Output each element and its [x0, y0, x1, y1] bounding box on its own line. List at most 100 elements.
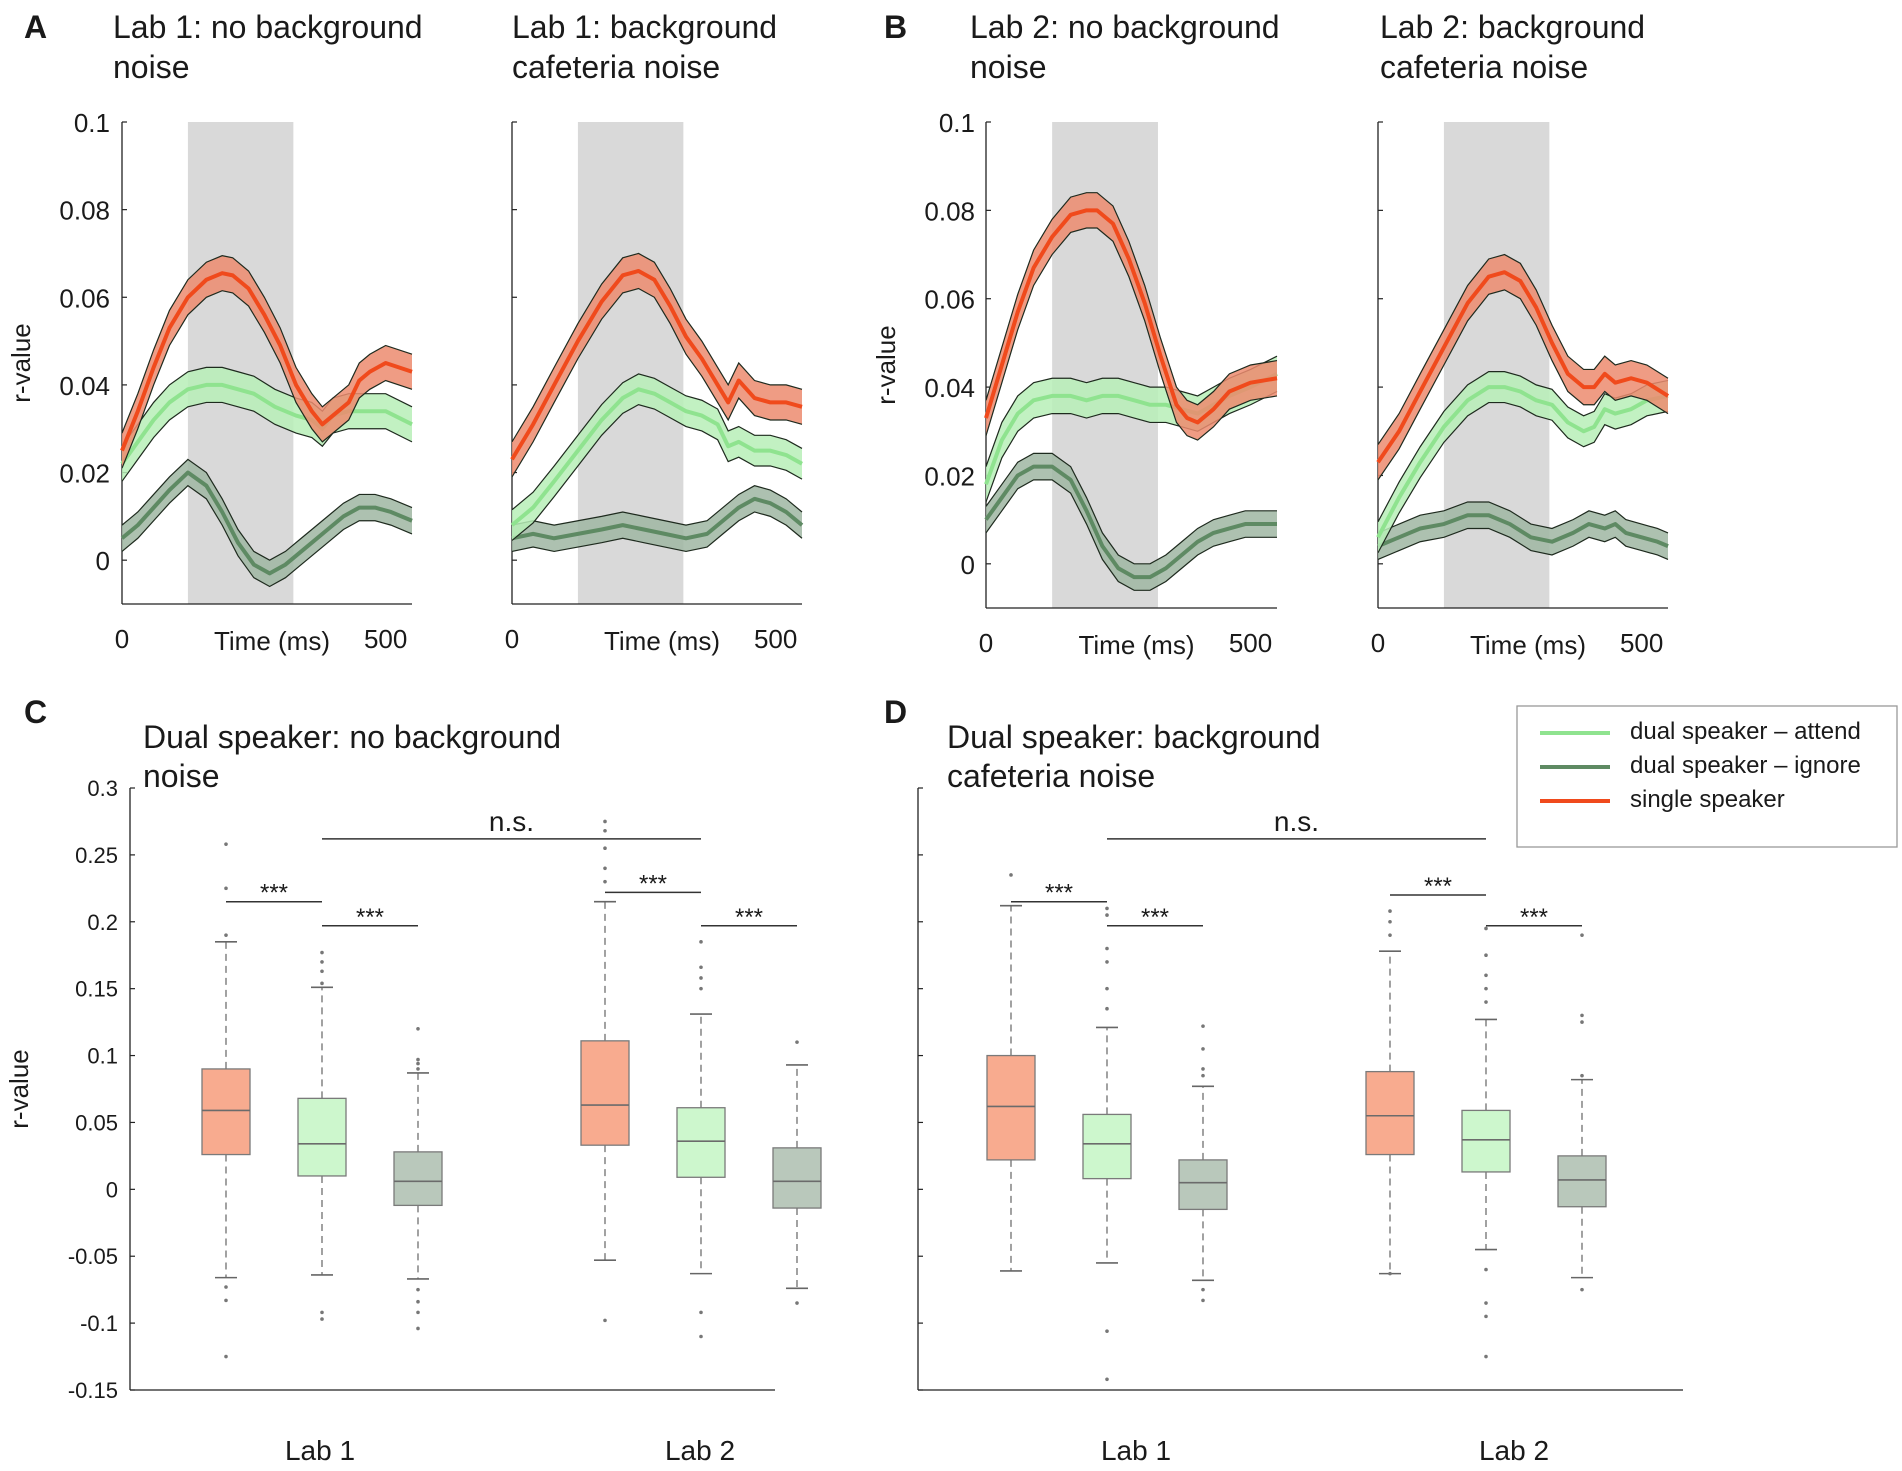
outlier-point: [1388, 919, 1392, 924]
box-iqr: [1365, 1070, 1415, 1156]
panel-title-line: cafeteria noise: [947, 758, 1155, 794]
single-mean-line: [984, 208, 1278, 425]
outlier-point: [699, 965, 703, 970]
outlier-point: [1388, 909, 1392, 913]
outlier-point: [224, 1285, 228, 1289]
panel-title-line: noise: [113, 49, 190, 85]
single-mean-line: [510, 268, 803, 461]
outlier-point: [416, 1067, 420, 1071]
x-tick-label: 500: [1620, 628, 1663, 658]
single-band-upper-edge: [511, 252, 803, 443]
attend-band-lower-edge: [511, 403, 803, 541]
attend-band-upper-edge: [511, 373, 803, 511]
significance-label: ***: [356, 904, 384, 931]
attend-box-group: [297, 950, 347, 1321]
legend-box: [1516, 705, 1898, 848]
single-box-group: [580, 819, 630, 1323]
significance-label: n.s.: [489, 806, 534, 837]
panel-title-line: Dual speaker: no background: [143, 719, 561, 755]
outlier-point: [1484, 986, 1488, 991]
outlier-point: [320, 960, 324, 964]
y-tick-label: 0.04: [924, 373, 975, 403]
outlier-point: [416, 1326, 420, 1331]
legend: dual speaker – attend dual speaker – igno…: [1516, 705, 1898, 848]
significance-label: n.s.: [1274, 806, 1319, 837]
y-axis-label: r-value: [871, 325, 901, 404]
box-iqr: [1082, 1113, 1132, 1180]
y-axis-label: r-value: [4, 1049, 34, 1128]
outlier-point: [603, 866, 607, 871]
outlier-point: [224, 886, 228, 891]
x-tick-label: 0: [979, 628, 993, 658]
panel-title-line: Lab 1: background: [512, 9, 777, 45]
single-box-group: [201, 842, 251, 1359]
outlier-point: [416, 1027, 420, 1031]
panel-letters: A B C D: [24, 9, 907, 730]
outlier-point: [1484, 1354, 1488, 1359]
ignore-band-lower-edge: [121, 484, 413, 588]
ignore-band-upper-edge: [511, 485, 803, 526]
significance-label: ***: [260, 880, 288, 907]
outlier-point: [603, 879, 607, 884]
outlier-point: [224, 1354, 228, 1359]
y-tick-label: 0.1: [87, 1044, 118, 1069]
outlier-point: [699, 1334, 703, 1339]
y-tick-label: -0.15: [68, 1378, 118, 1403]
ignore-box-group: [1178, 1024, 1228, 1303]
outlier-point: [1580, 1287, 1584, 1292]
ignore-mean-line: [1377, 513, 1669, 548]
box-iqr: [201, 1068, 251, 1156]
outlier-point: [416, 1061, 420, 1066]
outlier-point: [1580, 1020, 1584, 1024]
outlier-point: [416, 1057, 420, 1062]
y-tick-label: 0.25: [75, 843, 118, 868]
y-tick-label: 0.1: [939, 108, 975, 138]
x-axis-label: Time (ms): [1078, 630, 1194, 660]
category-label: Lab 1: [285, 1435, 355, 1466]
single-band-lower-edge: [985, 227, 1278, 441]
ignore-confidence-band: [512, 485, 802, 552]
outlier-point: [603, 829, 607, 833]
outlier-point: [699, 976, 703, 980]
outlier-point: [320, 981, 324, 986]
outlier-point: [795, 1040, 799, 1044]
outlier-point: [603, 846, 607, 850]
y-tick-label: 0.05: [75, 1110, 118, 1135]
y-tick-label: 0: [106, 1177, 118, 1202]
box-iqr: [772, 1147, 822, 1209]
x-tick-label: 0: [1371, 628, 1385, 658]
attend-band-upper-edge: [985, 355, 1278, 467]
single-mean-line: [120, 271, 413, 452]
line-panel-a2: Lab 1: background cafeteria noise 0 500 Time…: [505, 9, 804, 656]
attend-box-group: [1461, 926, 1511, 1359]
single-band-upper-edge: [121, 255, 413, 434]
panel-title-line: Lab 2: background: [1380, 9, 1645, 45]
outlier-point: [1105, 913, 1109, 917]
outlier-point: [320, 1310, 324, 1315]
legend-label: dual speaker – attend: [1630, 718, 1861, 745]
panel-title-line: cafeteria noise: [1380, 49, 1588, 85]
ignore-box-group: [1557, 933, 1607, 1292]
line-panels: Lab 1: no backgroundnoise0.10.080.060.04…: [6, 9, 1670, 660]
y-tick-label: 0.02: [924, 461, 975, 491]
single-band-upper-edge: [985, 192, 1278, 406]
ignore-mean-line: [984, 464, 1277, 580]
outlier-point: [603, 1318, 607, 1323]
panel-letter-c: C: [24, 694, 47, 730]
outlier-point: [1105, 1377, 1109, 1382]
single-box-group: [986, 873, 1036, 1272]
outlier-point: [1388, 1271, 1392, 1276]
box-iqr: [986, 1054, 1036, 1161]
panel-title-line: cafeteria noise: [512, 49, 720, 85]
panel-title-line: Lab 1: no background: [113, 9, 423, 45]
attend-confidence-band: [122, 367, 412, 482]
outlier-point: [416, 1287, 420, 1292]
ignore-confidence-band: [122, 459, 412, 587]
ignore-mean-line: [120, 470, 413, 576]
y-tick-label: 0.08: [924, 196, 975, 226]
attend-mean-line: [1376, 385, 1669, 539]
single-box-group: [1365, 909, 1415, 1276]
